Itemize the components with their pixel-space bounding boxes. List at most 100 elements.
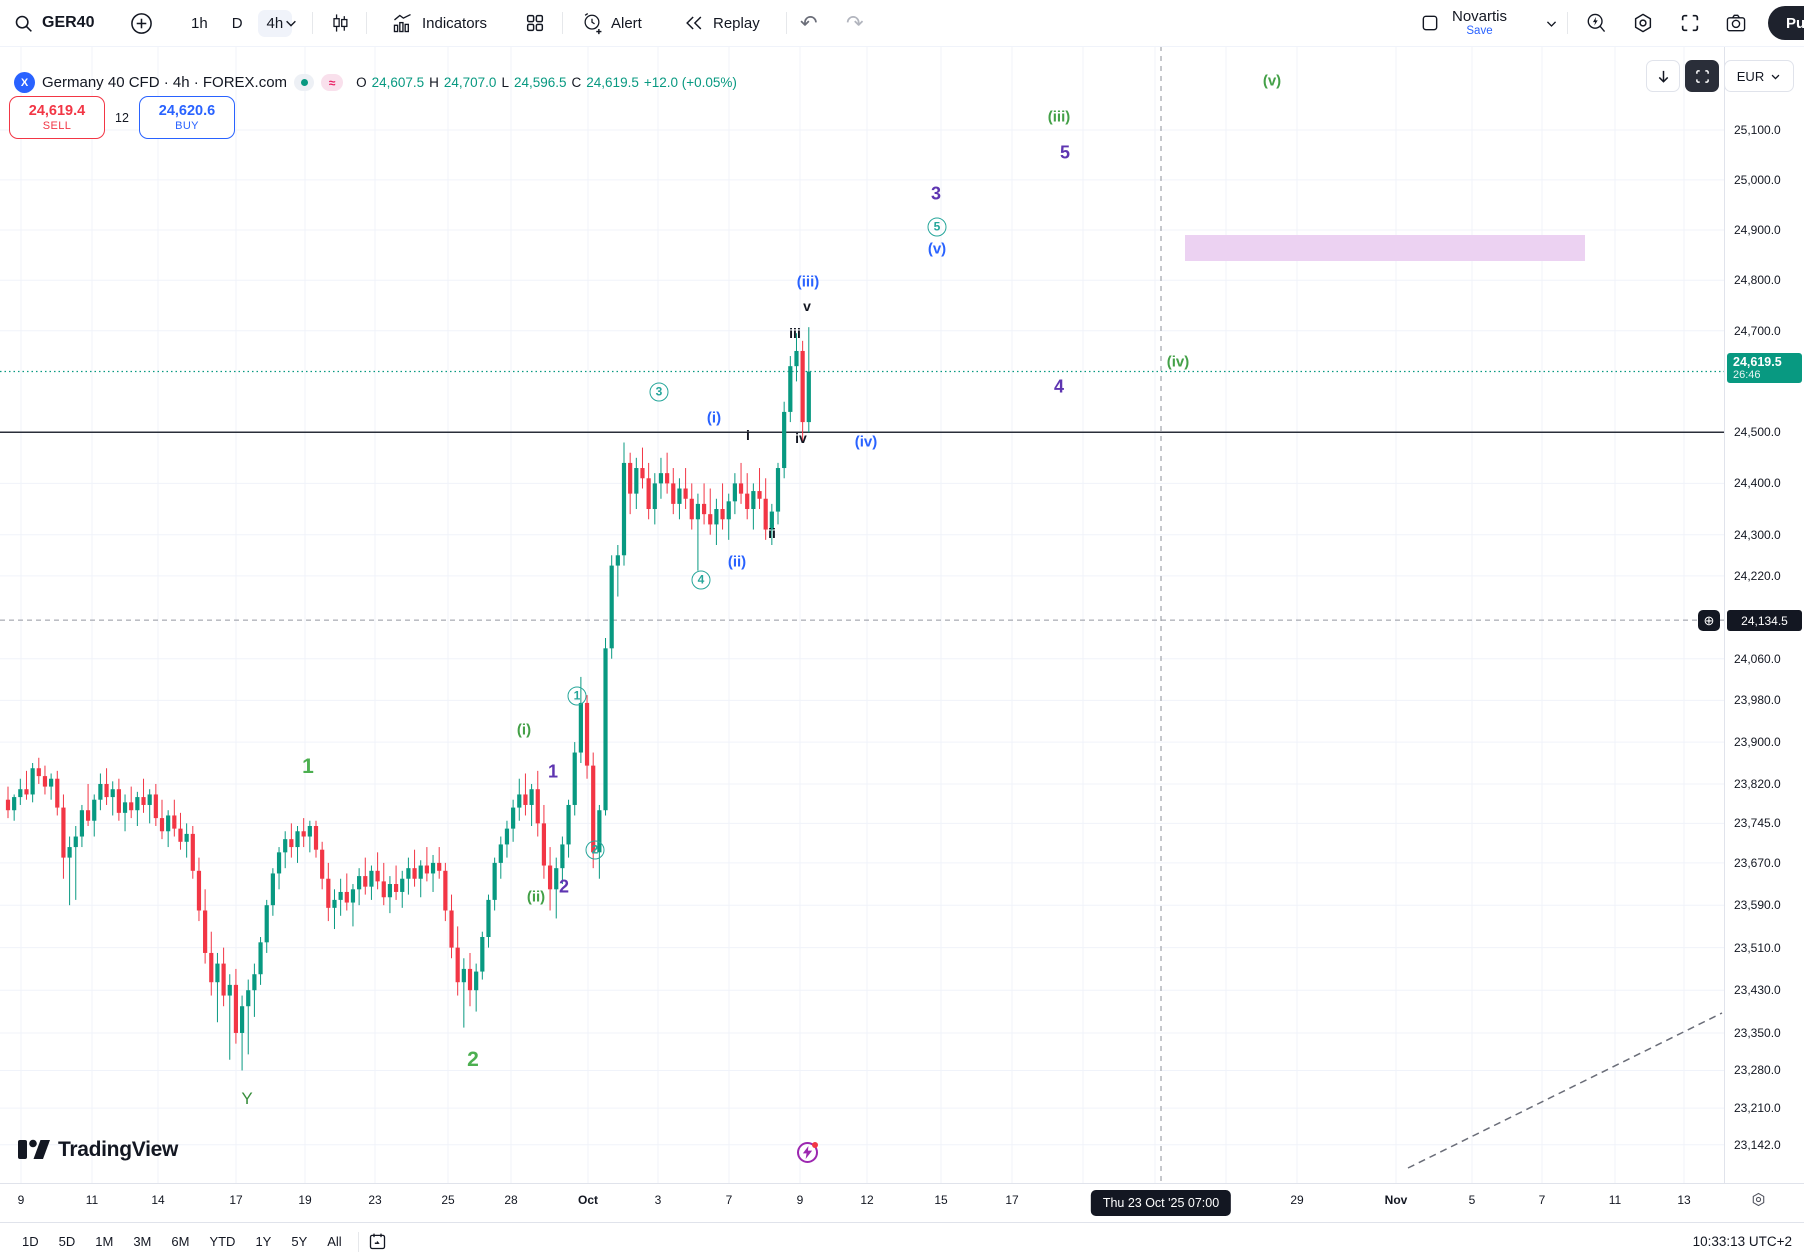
symbol-search-button[interactable] xyxy=(13,0,34,46)
tradingview-logo[interactable]: TradingView xyxy=(18,1136,178,1163)
wave-label-blue_minor[interactable]: (iii) xyxy=(796,273,820,291)
symbol-name[interactable]: GER40 xyxy=(42,14,95,31)
session-clock[interactable]: 10:33:13 UTC+2 xyxy=(1692,1234,1792,1249)
wave-label-teal_circled[interactable]: 3 xyxy=(649,382,669,402)
wave-label-blue_minor[interactable]: (i) xyxy=(706,409,722,427)
chevron-down-icon xyxy=(1546,20,1557,27)
current-price-value: 24,619.5 xyxy=(1733,355,1782,370)
currency-dropdown[interactable]: EUR xyxy=(1724,60,1794,92)
chevron-down-icon xyxy=(1771,74,1780,79)
grid-layout-icon xyxy=(526,14,544,32)
wave-label-purple[interactable]: 3 xyxy=(930,183,942,204)
wave-label-teal_circled[interactable]: 5 xyxy=(927,217,947,237)
sell-button[interactable]: 24,619.4 SELL xyxy=(9,96,105,139)
price-tick: 25,100.0 xyxy=(1734,123,1781,137)
wave-label-green_minute[interactable]: (iii) xyxy=(1047,108,1071,126)
layout-templates-button[interactable] xyxy=(524,0,546,46)
time-tick: 13 xyxy=(1677,1193,1691,1207)
wave-label-pattern_y[interactable]: Y xyxy=(241,1089,253,1108)
layout-dropdown-button[interactable] xyxy=(1545,0,1558,46)
interval-4h[interactable]: 4h xyxy=(257,9,293,37)
wave-label-teal_circled[interactable]: 2 xyxy=(585,840,605,860)
price-tick: 23,590.0 xyxy=(1734,898,1781,913)
maximize-icon xyxy=(1695,69,1709,83)
range-all[interactable]: All xyxy=(327,1234,342,1249)
fullscreen-icon xyxy=(1681,14,1699,32)
wave-label-black_micro[interactable]: v xyxy=(803,298,811,314)
price-axis-controls: EUR xyxy=(1646,60,1794,92)
snapshot-button[interactable] xyxy=(1724,0,1748,46)
lightning-search-icon xyxy=(1587,13,1606,33)
interval-dropdown-button[interactable] xyxy=(284,0,298,46)
wave-label-black_micro[interactable]: iii xyxy=(789,325,801,341)
interval-d[interactable]: D xyxy=(231,14,243,32)
interval-1h[interactable]: 1h xyxy=(191,14,208,32)
wave-label-purple[interactable]: 1 xyxy=(547,761,559,782)
fullscreen-button[interactable] xyxy=(1679,0,1701,46)
replay-button[interactable]: Replay xyxy=(682,0,760,46)
wave-label-purple[interactable]: 5 xyxy=(1059,142,1071,163)
wave-label-black_micro[interactable]: i xyxy=(746,427,750,443)
range-6m[interactable]: 6M xyxy=(171,1234,190,1249)
range-ytd[interactable]: YTD xyxy=(209,1234,236,1249)
wave-label-blue_minor[interactable]: (v) xyxy=(927,240,947,258)
wave-label-teal_circled[interactable]: 4 xyxy=(691,570,711,590)
publish-button[interactable]: Pu xyxy=(1768,6,1804,40)
wave-label-black_micro[interactable]: ii xyxy=(768,525,776,541)
wave-label-major_green[interactable]: 1 xyxy=(302,755,314,778)
bar-countdown: 26:46 xyxy=(1733,369,1761,382)
quick-search-button[interactable] xyxy=(1584,0,1608,46)
compare-add-button[interactable] xyxy=(130,0,153,46)
time-tick: 7 xyxy=(1538,1193,1546,1207)
wave-label-blue_minor[interactable]: (iv) xyxy=(854,433,878,451)
wave-label-teal_circled[interactable]: 1 xyxy=(567,686,587,706)
crosshair-price-badge: 24,134.5 xyxy=(1727,610,1802,632)
wave-label-purple[interactable]: 4 xyxy=(1053,376,1065,397)
legend-title[interactable]: Germany 40 CFD · 4h · FOREX.com xyxy=(42,74,288,91)
settings-button[interactable] xyxy=(1631,0,1655,46)
wave-label-blue_minor[interactable]: (ii) xyxy=(727,553,747,571)
price-tick: 24,400.0 xyxy=(1734,476,1781,491)
indicators-button[interactable]: Indicators xyxy=(390,0,487,46)
alert-button[interactable]: Alert xyxy=(580,0,642,46)
time-tick: 17 xyxy=(229,1193,243,1207)
range-3m[interactable]: 3M xyxy=(133,1234,152,1249)
go-to-date-button[interactable] xyxy=(367,1231,388,1252)
chart-legend[interactable]: X Germany 40 CFD · 4h · FOREX.com ≈ O 24,… xyxy=(14,72,737,93)
wave-label-black_micro[interactable]: iv xyxy=(795,430,807,446)
wave-label-green_minute[interactable]: (v) xyxy=(1262,72,1282,90)
time-axis-settings-button[interactable] xyxy=(1750,1191,1767,1208)
synthetic-price-pill[interactable]: ≈ xyxy=(321,74,344,91)
range-1m[interactable]: 1M xyxy=(95,1234,114,1249)
date-range-switcher: 1D 5D 1M 3M 6M YTD 1Y 5Y All xyxy=(0,1230,350,1253)
market-status-pill[interactable] xyxy=(294,74,315,91)
current-price-badge: 24,619.5 26:46 xyxy=(1727,353,1802,384)
save-button[interactable]: Save xyxy=(1466,24,1493,37)
chart-style-button[interactable] xyxy=(328,0,352,46)
redo-button[interactable]: ↷ xyxy=(846,0,864,46)
range-5y[interactable]: 5Y xyxy=(291,1234,308,1249)
scroll-to-latest-button[interactable] xyxy=(1646,60,1680,92)
range-1d[interactable]: 1D xyxy=(22,1234,39,1249)
range-1y[interactable]: 1Y xyxy=(255,1234,272,1249)
layout-select-button[interactable] xyxy=(1420,0,1440,46)
crosshair-date-tooltip: Thu 23 Oct '25 07:00 xyxy=(1090,1190,1232,1216)
add-order-plus-button[interactable]: ⊕ xyxy=(1698,610,1720,632)
time-axis[interactable]: 9 11 14 17 19 23 25 28 Oct 3 7 9 12 15 17 29 Nov 5 7 11 13 T… xyxy=(0,1183,1804,1223)
wave-label-purple[interactable]: 2 xyxy=(558,876,570,897)
change-value: +12.0 (+0.05%) xyxy=(643,75,737,90)
layout-name-block[interactable]: Novartis Save xyxy=(1452,0,1507,46)
wave-label-green_minute[interactable]: (ii) xyxy=(526,888,546,906)
range-5d[interactable]: 5D xyxy=(58,1234,76,1249)
wave-label-major_green[interactable]: 2 xyxy=(467,1048,479,1071)
undo-button[interactable]: ↶ xyxy=(800,0,818,46)
wave-label-green_minute[interactable]: (i) xyxy=(516,721,532,739)
time-tick: 14 xyxy=(151,1193,165,1207)
economic-event-icon[interactable] xyxy=(797,1142,818,1163)
wave-label-green_minute[interactable]: (iv) xyxy=(1166,353,1190,371)
buy-button[interactable]: 24,620.6 BUY xyxy=(139,96,235,139)
time-tick: 29 xyxy=(1290,1193,1304,1207)
indicators-label: Indicators xyxy=(422,14,488,32)
maximize-pane-button[interactable] xyxy=(1685,60,1719,92)
